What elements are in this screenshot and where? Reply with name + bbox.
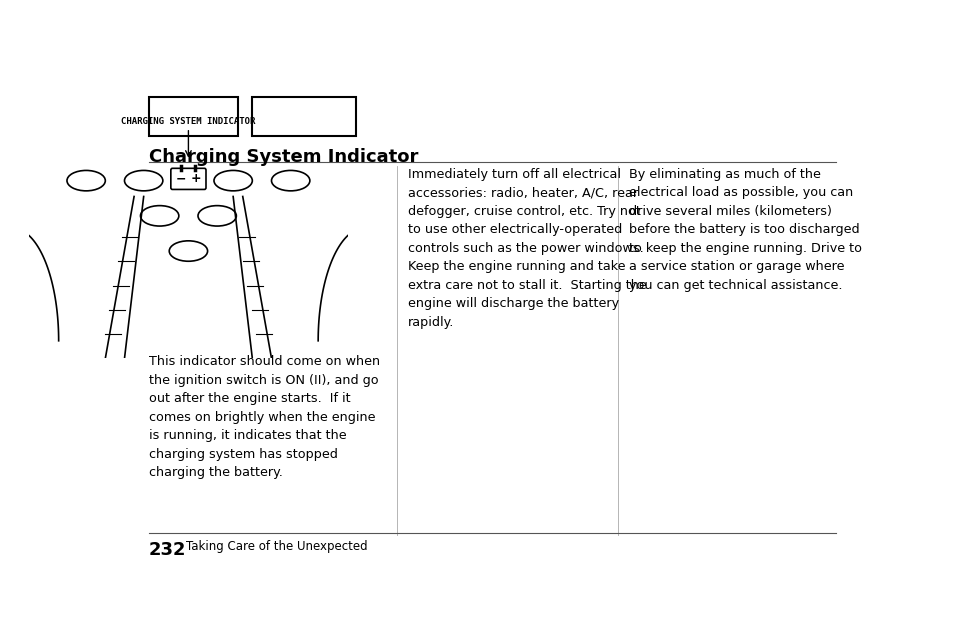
Ellipse shape [67,170,105,191]
Text: 232: 232 [149,541,186,559]
Text: +: + [190,172,200,186]
Text: Taking Care of the Unexpected: Taking Care of the Unexpected [186,540,367,553]
Ellipse shape [169,241,208,261]
Ellipse shape [198,205,236,226]
Ellipse shape [140,205,178,226]
Text: This indicator should come on when
the ignition switch is ON (II), and go
out af: This indicator should come on when the i… [149,355,379,479]
Ellipse shape [124,170,163,191]
Text: Charging System Indicator: Charging System Indicator [149,148,417,166]
FancyBboxPatch shape [149,97,237,136]
FancyBboxPatch shape [171,168,206,189]
Text: CHARGING SYSTEM INDICATOR: CHARGING SYSTEM INDICATOR [121,117,255,126]
Ellipse shape [272,170,310,191]
Text: By eliminating as much of the
electrical load as possible, you can
drive several: By eliminating as much of the electrical… [629,168,862,292]
Text: Immediately turn off all electrical
accessories: radio, heater, A/C, rear
defogg: Immediately turn off all electrical acce… [407,168,646,329]
Text: −: − [176,172,187,186]
FancyBboxPatch shape [252,97,355,136]
Ellipse shape [213,170,252,191]
